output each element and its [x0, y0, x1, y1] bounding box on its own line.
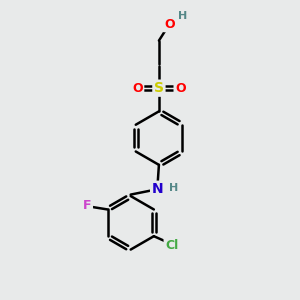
- Text: O: O: [132, 82, 143, 95]
- Text: O: O: [175, 82, 186, 95]
- Text: O: O: [164, 18, 175, 31]
- Text: N: N: [152, 182, 163, 196]
- Text: Cl: Cl: [165, 238, 178, 252]
- Text: F: F: [83, 200, 92, 212]
- Text: H: H: [169, 183, 178, 193]
- Text: S: S: [154, 81, 164, 95]
- Text: H: H: [178, 11, 187, 21]
